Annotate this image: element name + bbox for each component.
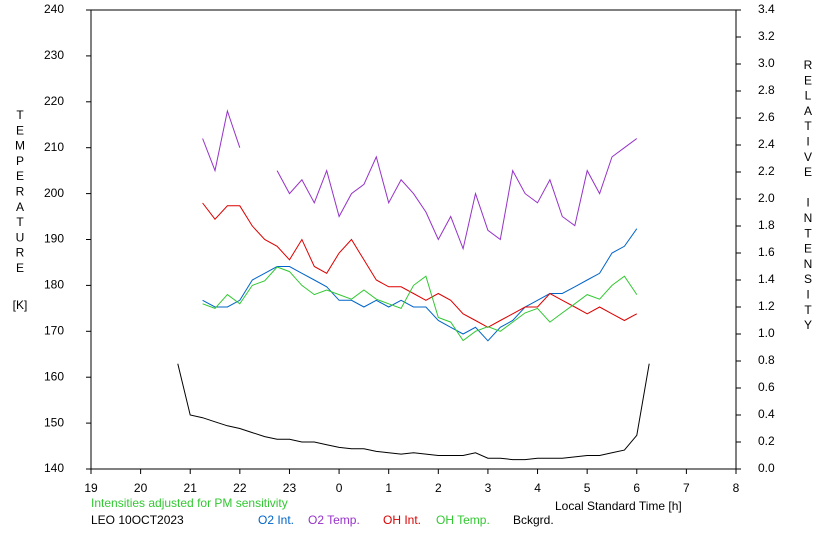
y2-tick-label: 1.2 xyxy=(758,299,775,313)
x-tick-label: 22 xyxy=(233,481,247,495)
x-tick-label: 2 xyxy=(435,481,442,495)
y-tick-label: 220 xyxy=(44,94,64,108)
series-line xyxy=(202,202,638,328)
series-line xyxy=(177,363,650,461)
y2-tick-label: 1.6 xyxy=(758,245,775,259)
y2-tick-label: 3.2 xyxy=(758,29,775,43)
y-tick-label: 170 xyxy=(44,323,64,337)
y2-tick-label: 0.6 xyxy=(758,380,775,394)
y2-tick-label: 2.2 xyxy=(758,164,775,178)
series-line xyxy=(202,266,638,342)
x-tick-label: 4 xyxy=(534,481,541,495)
x-tick-label: 23 xyxy=(283,481,297,495)
x-tick-label: 21 xyxy=(184,481,198,495)
y2-tick-label: 0.4 xyxy=(758,407,775,421)
x-tick-label: 5 xyxy=(584,481,591,495)
y2-tick-label: 3.4 xyxy=(758,2,775,16)
x-tick-label: 0 xyxy=(336,481,343,495)
y-unit: [K] xyxy=(13,298,28,312)
legend-label: OH Temp. xyxy=(436,513,490,527)
y2-tick-label: 0.0 xyxy=(758,461,775,475)
y2-tick-label: 3.0 xyxy=(758,56,775,70)
y-tick-label: 140 xyxy=(44,461,64,475)
series-line xyxy=(202,228,638,342)
y2-tick-label: 1.0 xyxy=(758,326,775,340)
y2-tick-label: 1.8 xyxy=(758,218,775,232)
legend-label: OH Int. xyxy=(383,513,421,527)
y2-tick-label: 0.2 xyxy=(758,434,775,448)
series-line xyxy=(202,109,638,251)
plot-frame xyxy=(90,9,737,470)
y-tick-label: 230 xyxy=(44,48,64,62)
y-tick-label: 150 xyxy=(44,415,64,429)
y2-tick-label: 2.8 xyxy=(758,83,775,97)
y-tick-label: 200 xyxy=(44,186,64,200)
x-tick-label: 7 xyxy=(683,481,690,495)
y-tick-label: 180 xyxy=(44,278,64,292)
station-label: LEO 10OCT2023 xyxy=(91,513,184,527)
legend-label: O2 Int. xyxy=(258,513,294,527)
y-tick-label: 240 xyxy=(44,2,64,16)
x-tick-label: 6 xyxy=(633,481,640,495)
x-tick-label: 1 xyxy=(385,481,392,495)
legend-label: O2 Temp. xyxy=(308,513,360,527)
y-tick-label: 210 xyxy=(44,140,64,154)
y2-tick-label: 2.4 xyxy=(758,137,775,151)
x-tick-label: 20 xyxy=(134,481,148,495)
y2-tick-label: 1.4 xyxy=(758,272,775,286)
y2-tick-label: 2.0 xyxy=(758,191,775,205)
legend-label: Bckgrd. xyxy=(513,513,554,527)
y-tick-label: 190 xyxy=(44,232,64,246)
y-tick-label: 160 xyxy=(44,369,64,383)
x-axis-label: Local Standard Time [h] xyxy=(555,499,682,513)
y2-tick-label: 2.6 xyxy=(758,110,775,124)
x-tick-label: 3 xyxy=(485,481,492,495)
x-tick-label: 19 xyxy=(84,481,98,495)
annotation: Intensities adjusted for PM sensitivity xyxy=(91,496,288,510)
x-tick-label: 8 xyxy=(733,481,740,495)
y2-tick-label: 0.8 xyxy=(758,353,775,367)
